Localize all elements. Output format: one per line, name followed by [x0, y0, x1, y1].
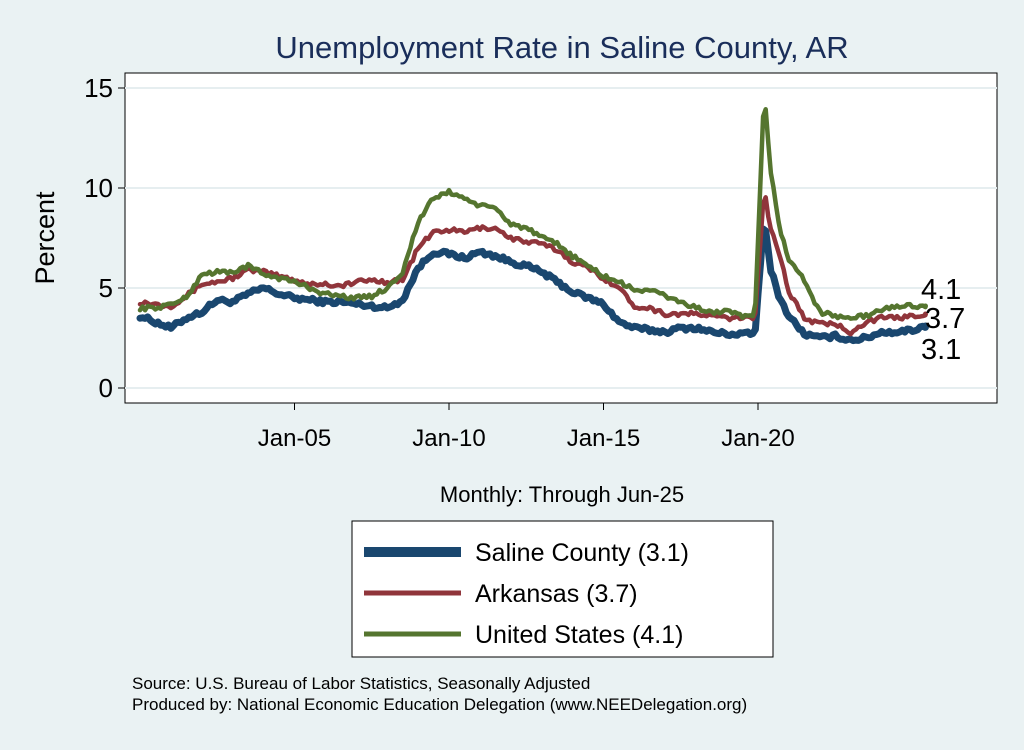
source-line: Source: U.S. Bureau of Labor Statistics,…: [132, 674, 590, 693]
series-line-saline-county: [136, 225, 929, 345]
x-tick-label: Jan-10: [412, 425, 485, 452]
y-tick-label: 10: [84, 173, 113, 203]
y-tick-label: 15: [84, 73, 113, 103]
series-end-label: 3.1: [921, 334, 961, 366]
x-tick-label: Jan-05: [258, 425, 331, 452]
series-end-marker: [922, 323, 928, 329]
series-line-arkansas: [137, 195, 928, 337]
series-line-united-states: [137, 107, 928, 321]
series-end-label: 4.1: [921, 274, 961, 306]
y-axis-label: Percent: [30, 191, 60, 285]
x-axis-label: Monthly: Through Jun-25: [440, 482, 684, 507]
chart-title: Unemployment Rate in Saline County, AR: [275, 30, 848, 65]
plot-area: [124, 72, 998, 404]
y-tick-label: 0: [99, 373, 113, 403]
legend-label: United States (4.1): [475, 621, 683, 649]
series-end-label: 3.7: [925, 303, 965, 335]
y-tick-label: 5: [99, 273, 113, 303]
series-end-marker: [922, 311, 928, 317]
series-end-marker: [922, 303, 928, 309]
x-tick-label: Jan-15: [567, 425, 640, 452]
legend-label: Saline County (3.1): [475, 539, 689, 567]
legend-label: Arkansas (3.7): [475, 580, 638, 608]
produced-by-line: Produced by: National Economic Education…: [132, 695, 747, 714]
x-tick-label: Jan-20: [721, 425, 794, 452]
